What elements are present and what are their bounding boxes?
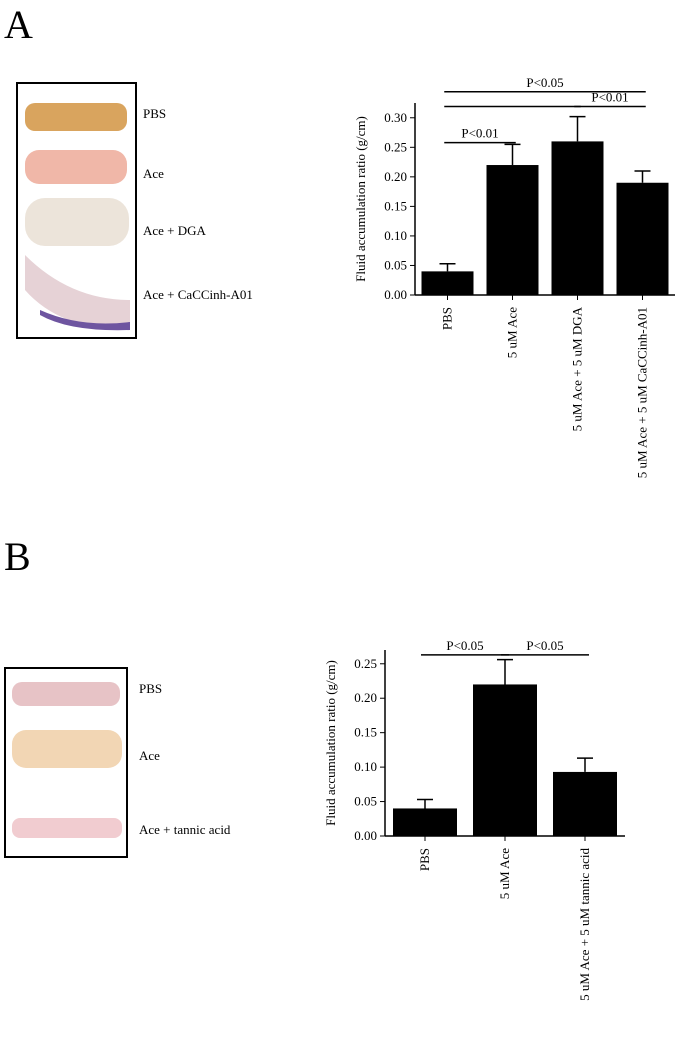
y-tick-label: 0.05 <box>384 257 407 272</box>
error-bar <box>577 757 593 772</box>
significance-label: P<0.01 <box>591 90 628 105</box>
photo-panel: PBS Ace Ace + tannic acid <box>4 667 231 858</box>
y-tick-label: 0.20 <box>354 690 377 705</box>
bar <box>393 808 457 836</box>
significance-label: P<0.05 <box>446 638 483 653</box>
bar <box>551 141 604 295</box>
photo-label: Ace + tannic acid <box>139 822 231 837</box>
bar <box>553 771 617 836</box>
error-bar <box>634 170 651 183</box>
y-tick-label: 0.25 <box>354 656 377 671</box>
bar <box>616 182 669 295</box>
photo-label: Ace + CaCCinh-A01 <box>143 287 253 302</box>
x-tick-label: 5 uM Ace + 5 uM CaCCinh-A01 <box>635 307 650 478</box>
y-tick-label: 0.10 <box>354 759 377 774</box>
error-bar <box>504 143 521 166</box>
y-tick-label: 0.20 <box>384 169 407 184</box>
y-tick-label: 0.00 <box>354 828 377 843</box>
photo-label: Ace + DGA <box>143 223 207 238</box>
y-axis-label: Fluid accumulation ratio (g/cm) <box>353 116 368 282</box>
error-bar <box>569 115 586 142</box>
bar <box>421 271 474 295</box>
y-axis-label: Fluid accumulation ratio (g/cm) <box>323 660 338 826</box>
x-tick-label: 5 uM Ace + 5 uM DGA <box>570 306 585 431</box>
error-bar <box>417 798 433 809</box>
panel-letter: B <box>4 534 31 579</box>
y-tick-label: 0.15 <box>354 725 377 740</box>
photo-label: PBS <box>139 681 162 696</box>
x-tick-label: 5 uM Ace <box>505 307 520 359</box>
photo-label: Ace <box>139 748 160 763</box>
y-tick-label: 0.10 <box>384 228 407 243</box>
error-bar <box>497 658 513 685</box>
photo-panel: PBS Ace Ace + DGA Ace + CaCCinh-A01 <box>16 82 253 339</box>
y-tick-label: 0.25 <box>384 139 407 154</box>
x-tick-label: 5 uM Ace + 5 uM tannic acid <box>577 848 592 1001</box>
x-tick-label: 5 uM Ace <box>497 848 512 900</box>
significance-label: P<0.05 <box>526 638 563 653</box>
significance-label: P<0.05 <box>526 75 563 90</box>
bar <box>473 684 537 836</box>
x-tick-label: PBS <box>417 848 432 871</box>
significance-label: P<0.01 <box>461 126 498 141</box>
y-tick-label: 0.30 <box>384 110 407 125</box>
error-bar <box>439 262 456 272</box>
y-tick-label: 0.05 <box>354 794 377 809</box>
y-tick-label: 0.00 <box>384 287 407 302</box>
panel-letter: A <box>4 2 33 47</box>
y-tick-label: 0.15 <box>384 198 407 213</box>
x-tick-label: PBS <box>440 307 455 330</box>
bar <box>486 165 539 295</box>
photo-label: PBS <box>143 106 166 121</box>
photo-label: Ace <box>143 166 164 181</box>
